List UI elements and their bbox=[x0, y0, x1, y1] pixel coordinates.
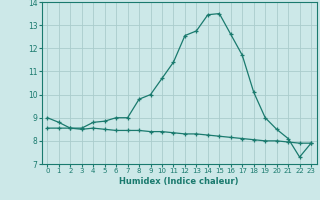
X-axis label: Humidex (Indice chaleur): Humidex (Indice chaleur) bbox=[119, 177, 239, 186]
